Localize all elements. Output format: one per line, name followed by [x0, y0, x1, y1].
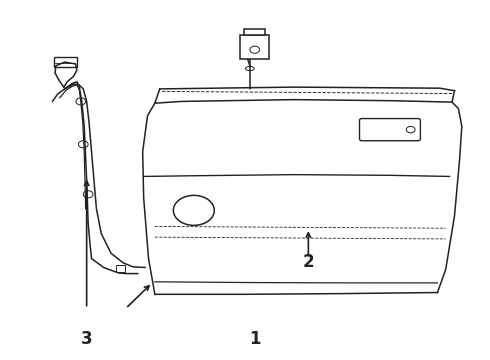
Text: 2: 2 [302, 253, 314, 271]
Bar [116, 265, 124, 272]
Text: 3: 3 [81, 330, 93, 348]
Bar [54, 57, 77, 67]
Bar [240, 35, 270, 59]
FancyBboxPatch shape [360, 118, 420, 141]
Bar [244, 29, 266, 35]
Text: 1: 1 [249, 330, 261, 348]
